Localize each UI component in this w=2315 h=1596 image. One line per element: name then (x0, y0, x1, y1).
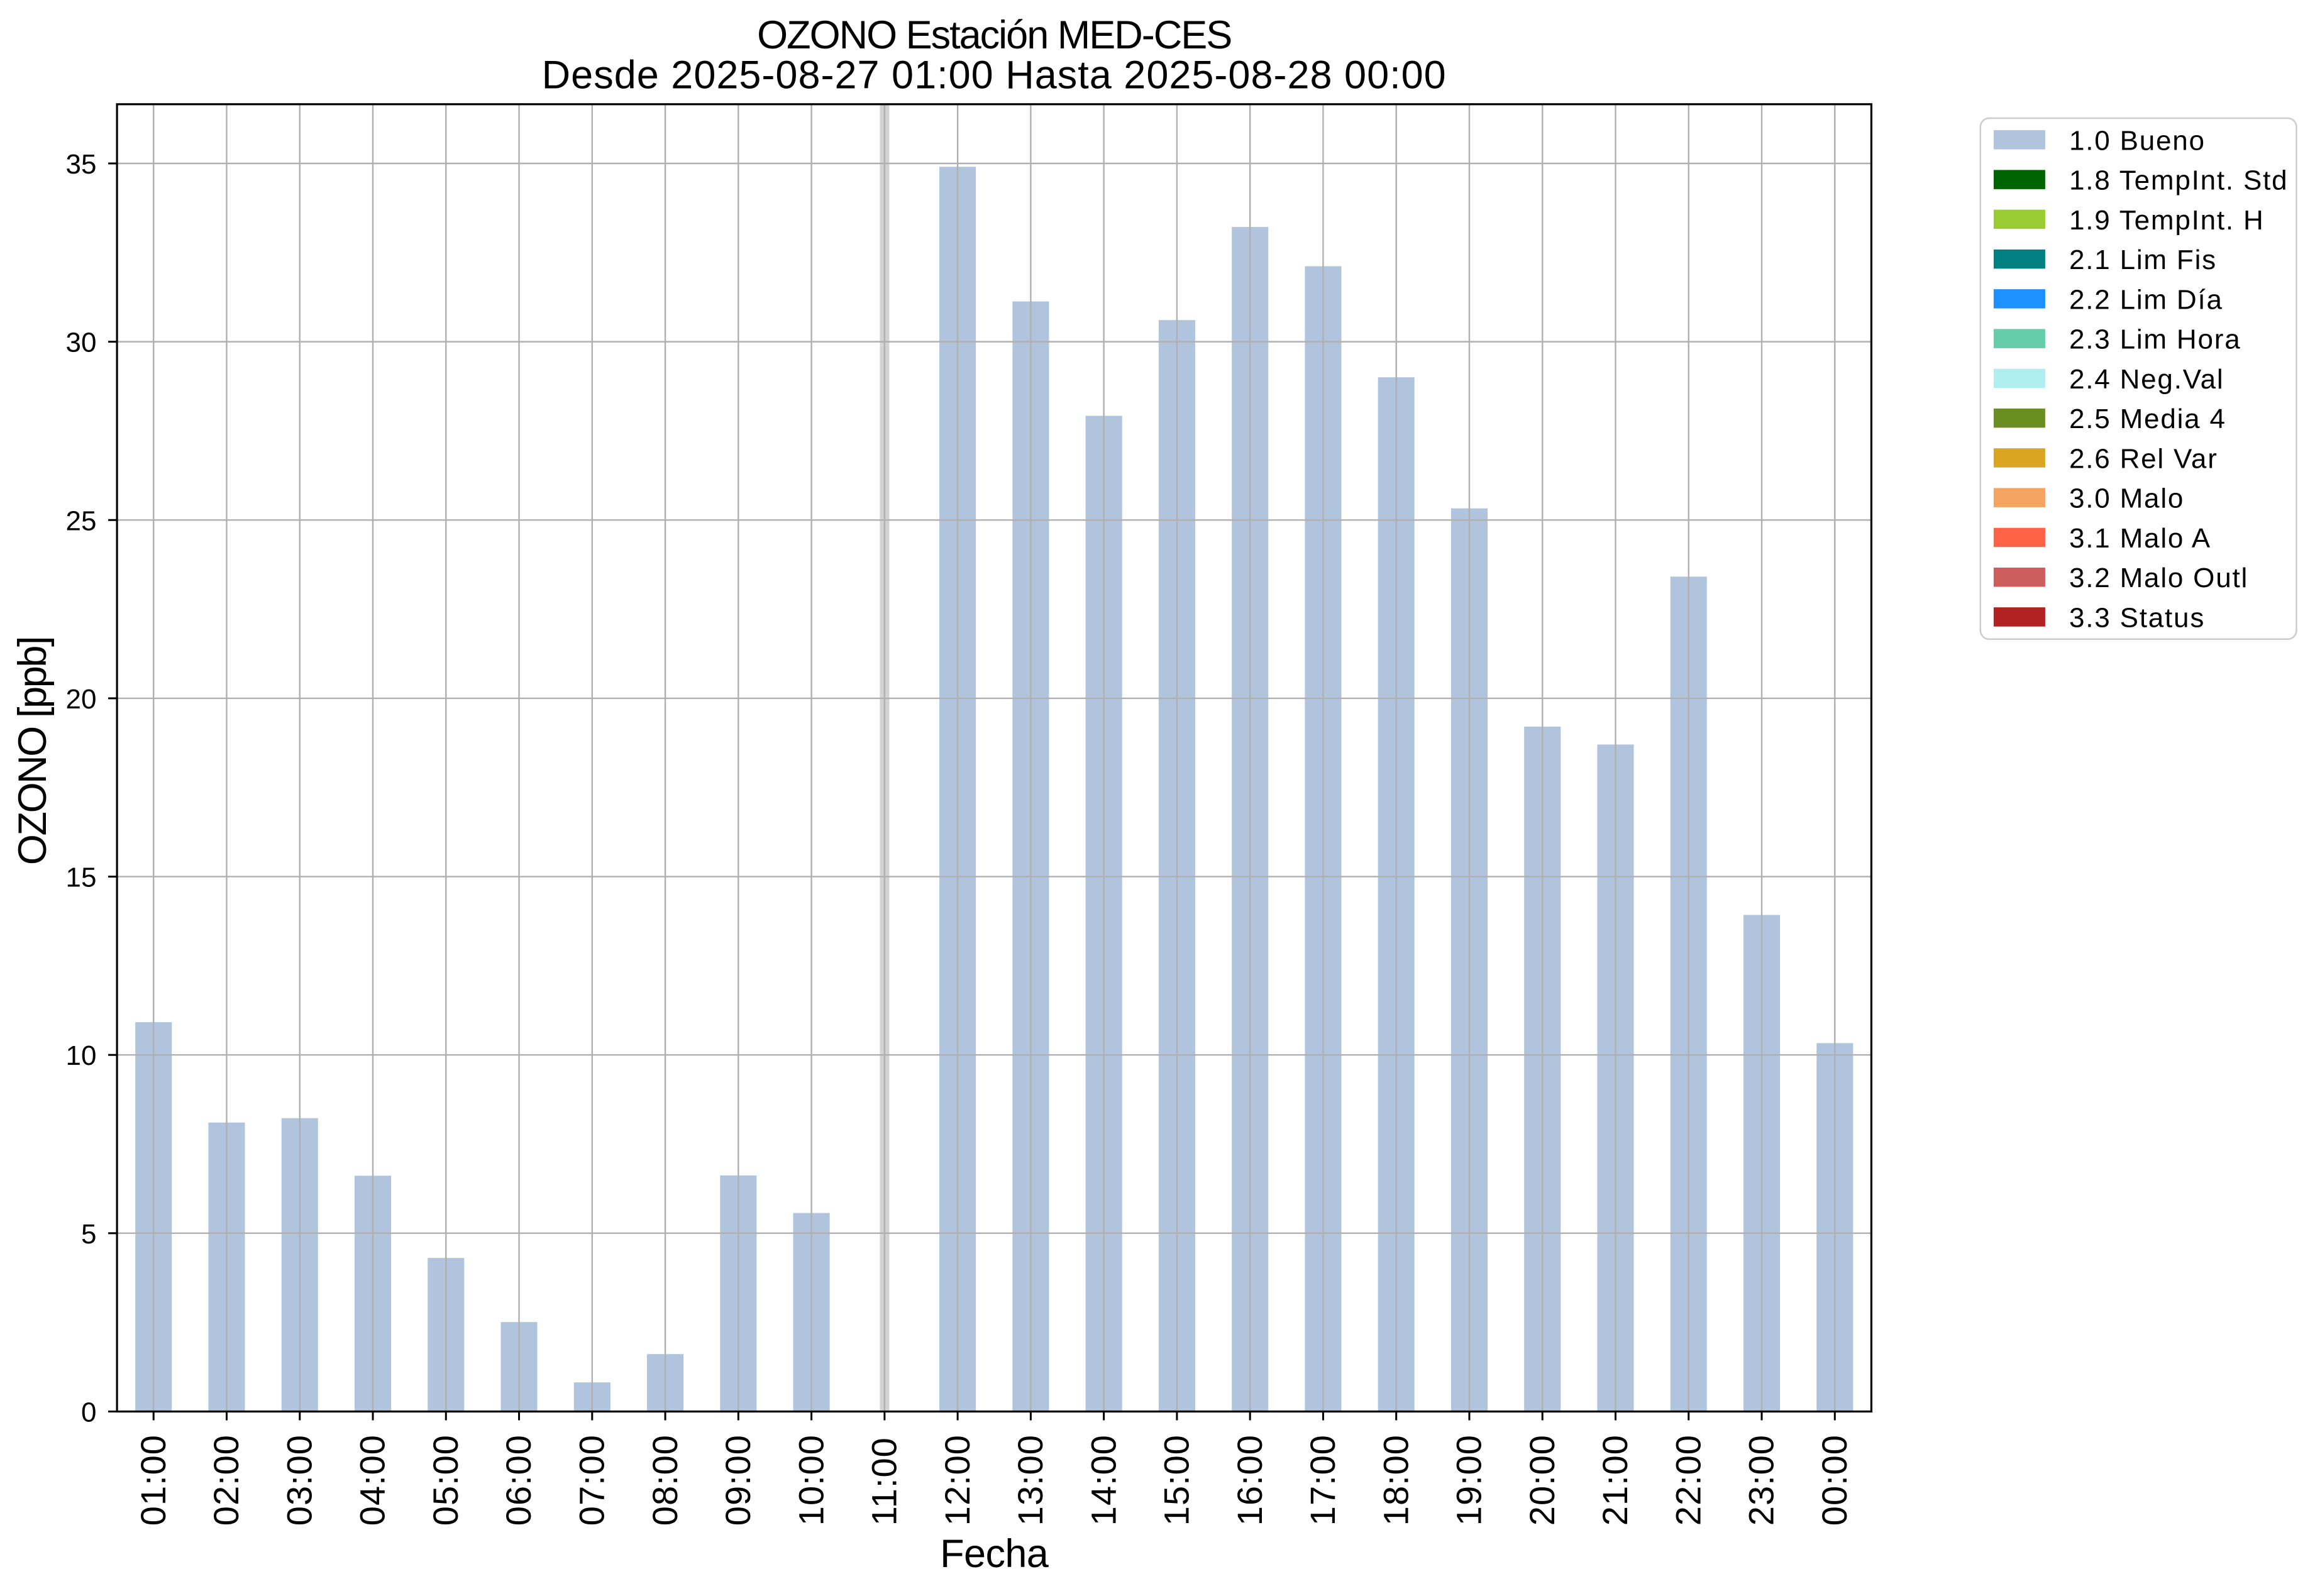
svg-text:04:00: 04:00 (353, 1434, 392, 1526)
svg-text:18:00: 18:00 (1376, 1434, 1415, 1526)
svg-text:17:00: 17:00 (1303, 1434, 1342, 1526)
svg-text:2.5 Media 4: 2.5 Media 4 (2069, 404, 2226, 434)
svg-text:2.2 Lim Día: 2.2 Lim Día (2069, 284, 2223, 315)
svg-text:01:00: 01:00 (133, 1434, 173, 1526)
svg-text:14:00: 14:00 (1083, 1434, 1123, 1526)
svg-text:06:00: 06:00 (499, 1434, 538, 1526)
svg-text:2.1 Lim Fis: 2.1 Lim Fis (2069, 245, 2217, 275)
svg-text:09:00: 09:00 (718, 1434, 758, 1526)
svg-text:2.4 Neg.Val: 2.4 Neg.Val (2069, 364, 2224, 395)
svg-text:Fecha: Fecha (940, 1532, 1049, 1576)
svg-text:OZONO Estación MED-CES: OZONO Estación MED-CES (757, 13, 1231, 57)
svg-text:3.1 Malo A: 3.1 Malo A (2069, 523, 2211, 554)
svg-text:16:00: 16:00 (1230, 1434, 1269, 1526)
svg-text:1.8 TempInt. Std: 1.8 TempInt. Std (2069, 165, 2288, 196)
svg-text:Desde 2025-08-27 01:00 Hasta 2: Desde 2025-08-27 01:00 Hasta 2025-08-28 … (542, 53, 1447, 97)
svg-text:OZONO [ppb]: OZONO [ppb] (11, 637, 55, 865)
svg-text:02:00: 02:00 (206, 1434, 246, 1526)
svg-text:1.0 Bueno: 1.0 Bueno (2069, 125, 2206, 156)
svg-text:2.3 Lim Hora: 2.3 Lim Hora (2069, 324, 2241, 355)
svg-text:3.0 Malo: 3.0 Malo (2069, 483, 2184, 514)
svg-text:0: 0 (81, 1397, 96, 1428)
svg-text:2.6 Rel Var: 2.6 Rel Var (2069, 443, 2218, 474)
svg-text:07:00: 07:00 (572, 1434, 612, 1526)
svg-text:19:00: 19:00 (1449, 1434, 1489, 1526)
svg-text:23:00: 23:00 (1742, 1434, 1781, 1526)
svg-text:05:00: 05:00 (426, 1434, 465, 1526)
svg-text:10:00: 10:00 (791, 1434, 831, 1526)
svg-text:15:00: 15:00 (1157, 1434, 1196, 1526)
svg-text:12:00: 12:00 (937, 1434, 977, 1526)
svg-text:25: 25 (66, 505, 97, 536)
svg-text:00:00: 00:00 (1815, 1434, 1854, 1526)
svg-text:5: 5 (81, 1219, 96, 1250)
svg-text:08:00: 08:00 (645, 1434, 685, 1526)
svg-text:30: 30 (66, 327, 97, 358)
svg-text:03:00: 03:00 (280, 1434, 319, 1526)
svg-text:3.2 Malo Outl: 3.2 Malo Outl (2069, 563, 2248, 593)
svg-text:3.3 Status: 3.3 Status (2069, 602, 2205, 633)
svg-text:15: 15 (66, 862, 97, 893)
svg-text:22:00: 22:00 (1668, 1434, 1708, 1526)
svg-text:1.9 TempInt. H: 1.9 TempInt. H (2069, 205, 2265, 236)
svg-text:11:00: 11:00 (865, 1437, 904, 1526)
svg-text:20: 20 (66, 684, 97, 715)
svg-text:10: 10 (66, 1040, 97, 1071)
svg-text:20:00: 20:00 (1522, 1434, 1562, 1526)
svg-text:35: 35 (66, 149, 97, 180)
svg-text:13:00: 13:00 (1010, 1434, 1050, 1526)
svg-text:21:00: 21:00 (1595, 1434, 1635, 1526)
